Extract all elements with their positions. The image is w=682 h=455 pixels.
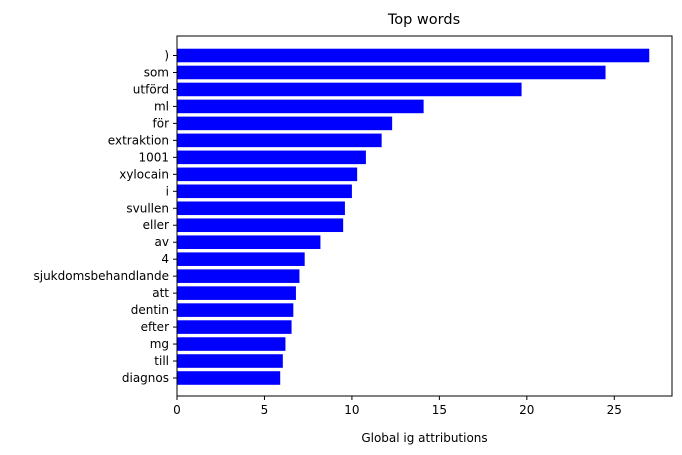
x-tick-label: 15 <box>432 403 447 417</box>
y-tick-label: efter <box>141 320 169 334</box>
x-axis-ticks: 0 5 10 15 20 25 <box>173 396 622 417</box>
bar <box>177 184 352 199</box>
x-tick-label: 5 <box>261 403 269 417</box>
y-tick-label: att <box>152 286 169 300</box>
bar <box>177 320 292 334</box>
y-tick-label: dentin <box>131 303 169 317</box>
bar <box>177 133 382 148</box>
y-tick-label: eller <box>143 218 169 232</box>
bar <box>177 371 281 385</box>
bar <box>177 218 344 233</box>
bar <box>177 235 321 249</box>
bar <box>177 303 294 317</box>
bar <box>177 201 345 216</box>
x-axis-label: Global ig attributions <box>361 431 487 445</box>
y-tick-label: i <box>166 184 169 198</box>
y-tick-label: mg <box>150 337 169 351</box>
bar <box>177 65 606 80</box>
y-tick-label: ) <box>164 49 169 63</box>
y-tick-label: 1001 <box>138 150 169 164</box>
y-tick-label: för <box>153 116 170 130</box>
bar <box>177 269 300 283</box>
y-tick-label: diagnos <box>122 371 169 385</box>
y-tick-label: utförd <box>133 82 169 96</box>
x-tick-label: 10 <box>344 403 359 417</box>
y-tick-label: som <box>144 65 169 79</box>
plot-frame <box>176 35 673 397</box>
y-tick-label: sjukdomsbehandlande <box>33 269 169 283</box>
bar <box>177 48 650 63</box>
bars <box>177 48 650 385</box>
bar <box>177 167 358 182</box>
bar <box>177 286 296 300</box>
y-tick-label: xylocain <box>119 167 169 181</box>
y-axis-ticks: ) som utförd ml för extraktion 1001 xylocain i sv… <box>33 49 177 385</box>
bar <box>177 116 393 131</box>
y-tick-label: 4 <box>161 252 169 266</box>
chart-title: Top words <box>387 12 460 28</box>
y-tick-label: svullen <box>126 201 169 215</box>
bar <box>177 99 424 114</box>
y-tick-label: till <box>154 354 169 368</box>
y-tick-label: extraktion <box>108 133 169 147</box>
x-tick-label: 20 <box>519 403 534 417</box>
x-tick-label: 25 <box>607 403 622 417</box>
x-tick-label: 0 <box>173 403 181 417</box>
bar <box>177 354 283 368</box>
bar <box>177 82 522 97</box>
y-tick-label: ml <box>154 99 169 113</box>
bar <box>177 252 305 266</box>
y-tick-label: av <box>155 235 169 249</box>
bar <box>177 150 366 165</box>
bar <box>177 337 286 351</box>
